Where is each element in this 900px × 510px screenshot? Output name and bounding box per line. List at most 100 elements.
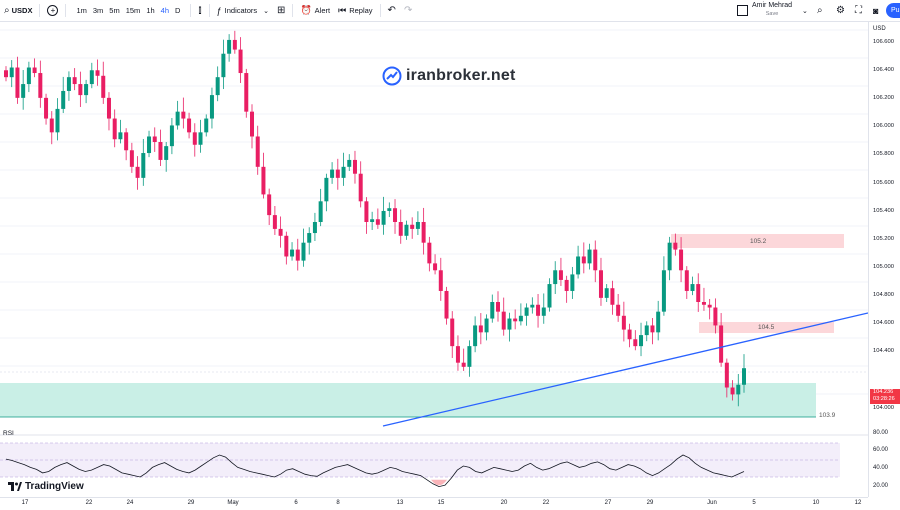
candle-body bbox=[352, 159, 357, 174]
fullscreen-icon: ⛶ bbox=[855, 5, 862, 16]
layouts-button[interactable]: ⊞ bbox=[273, 0, 289, 21]
indicators-icon: ƒ bbox=[216, 5, 222, 16]
candle-body bbox=[370, 219, 375, 222]
candle-body bbox=[169, 125, 174, 147]
divider bbox=[190, 4, 192, 17]
candle-body bbox=[330, 169, 335, 178]
timeframe-5m[interactable]: 5m bbox=[109, 6, 120, 15]
candle-body bbox=[679, 249, 684, 271]
candles-icon: ⫾ bbox=[198, 5, 202, 16]
candle-body bbox=[661, 270, 666, 312]
trendline bbox=[382, 312, 869, 427]
candle-body bbox=[9, 67, 14, 78]
candle-body bbox=[26, 67, 31, 85]
candle-body bbox=[347, 159, 352, 167]
candle-body bbox=[690, 284, 695, 291]
candle-body bbox=[118, 132, 123, 140]
time-tick-label: 8 bbox=[336, 500, 340, 506]
timeframe-4h[interactable]: 4h bbox=[160, 6, 169, 15]
candle-body bbox=[66, 77, 71, 91]
candle-body bbox=[318, 201, 323, 222]
timeframe-1m[interactable]: 1m bbox=[76, 6, 87, 15]
time-tick-label: 13 bbox=[396, 500, 404, 506]
timeframe-D[interactable]: D bbox=[175, 6, 181, 15]
candle-body bbox=[324, 177, 329, 202]
undo-button[interactable]: ↶ bbox=[384, 0, 400, 21]
rsi-tick-label: 60.00 bbox=[873, 447, 889, 453]
fullscreen-button[interactable]: ⛶ bbox=[851, 0, 866, 21]
candle-body bbox=[530, 304, 535, 308]
symbol-search-button[interactable]: ⌕ USDX bbox=[0, 0, 36, 21]
candle-body bbox=[404, 224, 409, 236]
timeframe-15m[interactable]: 15m bbox=[125, 6, 141, 15]
price-axis[interactable]: USD 106.600 106.400 106.200 106.000 105.800 1… bbox=[868, 22, 900, 497]
timeframe-3m[interactable]: 3m bbox=[92, 6, 104, 15]
user-menu-button[interactable]: ⌄ bbox=[798, 0, 812, 21]
alert-button[interactable]: ⏰ Alert bbox=[296, 0, 334, 21]
candle-body bbox=[49, 118, 54, 133]
settings-button[interactable]: ⚙ bbox=[832, 0, 849, 21]
candle-body bbox=[593, 249, 598, 271]
candle-body bbox=[95, 70, 100, 76]
candle-body bbox=[639, 335, 644, 347]
candle-body bbox=[147, 136, 152, 154]
currency-label: USD bbox=[873, 26, 886, 32]
candle-body bbox=[742, 368, 746, 385]
indicators-button[interactable]: ƒ Indicators ⌄ bbox=[213, 0, 273, 21]
candle-body bbox=[32, 67, 37, 74]
price-chart[interactable] bbox=[0, 22, 869, 497]
rsi-indicator-label[interactable]: RSI bbox=[3, 430, 14, 437]
candle-body bbox=[209, 95, 214, 119]
candle-body bbox=[564, 279, 569, 291]
time-tick-label: 5 bbox=[752, 500, 756, 506]
timeframe-1h[interactable]: 1h bbox=[146, 6, 155, 15]
candle-body bbox=[181, 111, 186, 119]
top-toolbar: ⌕ USDX + 1m 3m 5m 15m 1h 4h D ⫾ ƒ Indicators ⌄… bbox=[0, 0, 900, 22]
candle-body bbox=[507, 318, 512, 330]
redo-button[interactable]: ↷ bbox=[400, 0, 416, 21]
candle-body bbox=[616, 304, 621, 316]
layout-toggle-button[interactable] bbox=[733, 0, 752, 21]
candle-body bbox=[44, 97, 49, 119]
user-save-button[interactable]: Amir Mehrad Save bbox=[752, 2, 792, 18]
candle-body bbox=[461, 362, 466, 367]
candle-body bbox=[232, 39, 237, 50]
publish-label: Pu bbox=[891, 7, 900, 14]
undo-icon: ↶ bbox=[387, 5, 396, 16]
alarm-clock-icon: ⏰ bbox=[300, 5, 312, 15]
time-tick-label: 12 bbox=[854, 500, 862, 506]
publish-button[interactable]: Pu bbox=[886, 3, 900, 18]
candle-body bbox=[84, 84, 89, 96]
replay-button[interactable]: ⏮ Replay bbox=[334, 0, 376, 21]
replay-icon: ⏮ bbox=[338, 5, 347, 15]
candle-body bbox=[15, 67, 20, 98]
candle-body bbox=[627, 329, 632, 340]
time-tick-label: 15 bbox=[437, 500, 445, 506]
candle-body bbox=[227, 39, 232, 54]
candle-body bbox=[393, 208, 398, 222]
price-tick-label: 104.800 bbox=[873, 292, 894, 298]
candle-body bbox=[610, 288, 615, 305]
indicators-label: Indicators bbox=[224, 6, 258, 15]
rsi-tick-label: 40.00 bbox=[873, 465, 889, 471]
candle-body bbox=[4, 70, 8, 78]
candle-body bbox=[387, 208, 392, 211]
watermark-text: iranbroker.net bbox=[406, 67, 516, 84]
quick-search-button[interactable]: ⌕ bbox=[813, 0, 827, 21]
time-tick-label: 24 bbox=[126, 500, 134, 506]
candle-body bbox=[72, 77, 77, 85]
price-tick-label: 105.200 bbox=[873, 236, 894, 242]
time-tick-label: 17 bbox=[21, 500, 29, 506]
candle-body bbox=[536, 304, 541, 316]
rsi-tick-label: 20.00 bbox=[873, 483, 889, 489]
time-axis[interactable]: 17 22 24 29 May 6 8 13 15 20 22 27 29 Jun 5 10 12 bbox=[0, 497, 868, 510]
chart-pane[interactable] bbox=[0, 22, 869, 497]
snapshot-button[interactable]: ◙ bbox=[869, 0, 882, 21]
time-tick-label: 10 bbox=[812, 500, 820, 506]
zone-label-105-2: 105.2 bbox=[750, 238, 767, 245]
compare-button[interactable]: + bbox=[43, 0, 62, 21]
price-tick-label: 104.400 bbox=[873, 348, 894, 354]
price-tick-label: 104.600 bbox=[873, 320, 894, 326]
candle-body bbox=[238, 49, 243, 74]
chart-type-button[interactable]: ⫾ bbox=[194, 0, 205, 21]
